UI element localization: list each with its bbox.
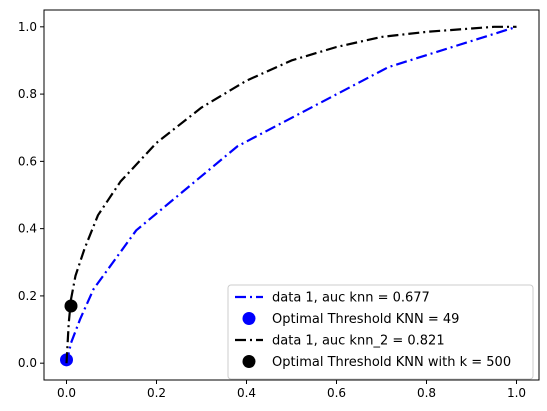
y-tick-label: 1.0 bbox=[18, 20, 37, 34]
y-axis: 0.0 0.2 0.4 0.6 0.8 1.0 bbox=[18, 20, 44, 370]
series-line-2 bbox=[65, 25, 517, 364]
legend-entry-label: data 1, auc knn_2 = 0.821 bbox=[272, 334, 445, 349]
y-tick-label: 0.2 bbox=[18, 289, 37, 303]
plot-frame bbox=[43, 9, 540, 381]
x-tick-label: 0.8 bbox=[417, 386, 436, 400]
x-tick-label: 1.0 bbox=[507, 386, 526, 400]
x-axis: 0.0 0.2 0.4 0.6 0.8 1.0 bbox=[57, 380, 526, 400]
legend-box bbox=[227, 284, 534, 380]
plot-area bbox=[43, 9, 540, 381]
legend-marker-swatch bbox=[242, 312, 256, 325]
x-tick-label: 0.2 bbox=[147, 386, 166, 400]
y-tick-label: 0.6 bbox=[18, 154, 37, 168]
y-tick-label: 0.4 bbox=[18, 222, 37, 236]
x-tick-label: 0.0 bbox=[57, 386, 76, 400]
legend: data 1, auc knn = 0.677 Optimal Threshold… bbox=[227, 284, 534, 380]
series-line-0 bbox=[65, 25, 517, 364]
legend-entry-label: Optimal Threshold KNN = 49 bbox=[272, 312, 459, 327]
legend-entry-label: data 1, auc knn = 0.677 bbox=[272, 291, 430, 306]
y-tick-label: 0.8 bbox=[18, 87, 37, 101]
legend-marker-swatch bbox=[242, 355, 256, 368]
legend-entry-label: Optimal Threshold KNN with k = 500 bbox=[272, 355, 511, 370]
x-tick-label: 0.4 bbox=[237, 386, 256, 400]
series-layer bbox=[60, 25, 517, 367]
x-tick-label: 0.6 bbox=[327, 386, 346, 400]
series-marker-3 bbox=[64, 299, 78, 313]
y-tick-label: 0.0 bbox=[18, 356, 37, 370]
